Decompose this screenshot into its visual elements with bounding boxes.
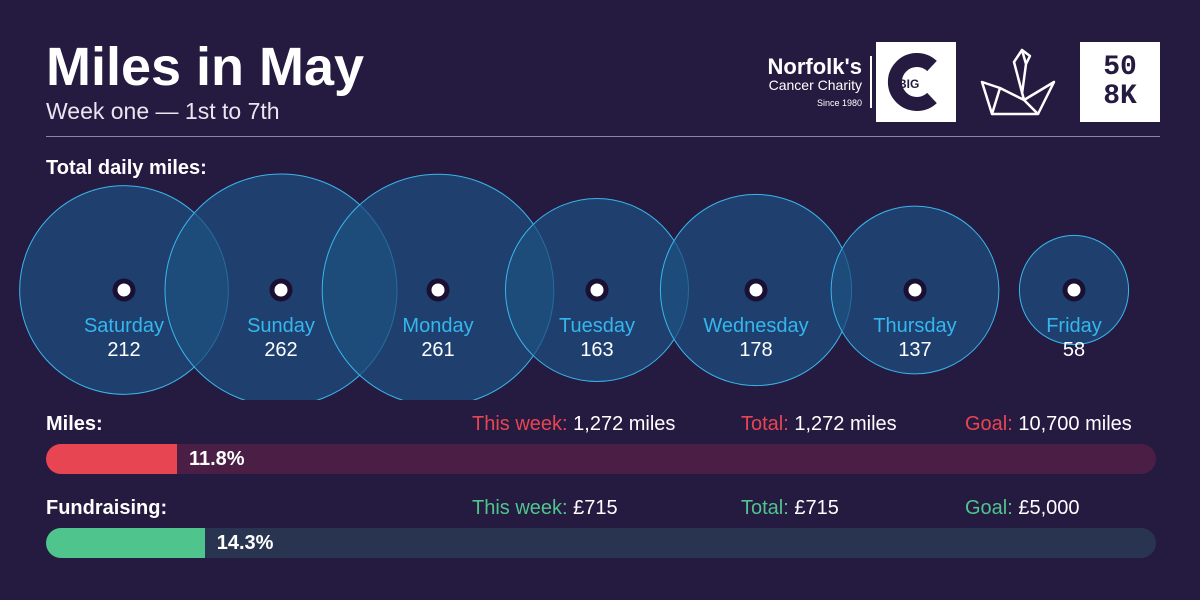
page-subtitle: Week one — 1st to 7th (46, 98, 280, 124)
day-value-wednesday: 178 (739, 339, 772, 361)
bubble-center-dot-monday (426, 278, 450, 302)
miles-this-week-label: This week: (472, 413, 568, 435)
origami-swan-icon (980, 48, 1056, 116)
day-label-thursday: Thursday (873, 315, 956, 337)
fundraising-goal-value: £5,000 (1018, 497, 1080, 519)
page-title: Miles in May (46, 37, 365, 97)
bubble-center-dot-friday (1062, 278, 1086, 302)
day-value-sunday: 262 (264, 339, 297, 361)
day-label-monday: Monday (402, 315, 473, 337)
fundraising-this-week: This week: £715 (472, 497, 618, 520)
miles-this-week: This week: 1,272 miles (472, 413, 675, 436)
miles-progress-fill (46, 444, 177, 474)
day-label-saturday: Saturday (84, 315, 164, 337)
miles-label: Miles: (46, 413, 103, 435)
bubble-center-dot-sunday (269, 278, 293, 302)
fundraising-goal-label: Goal: (965, 497, 1013, 519)
miles-total: Total: 1,272 miles (741, 413, 897, 436)
miles-percent: 11.8% (188, 448, 245, 470)
soak-logo-bottom: 8K (1103, 81, 1137, 112)
day-value-saturday: 212 (107, 339, 140, 361)
soak-logo: 50 8K (1080, 42, 1160, 122)
miles-total-value: 1,272 miles (794, 413, 897, 435)
charity-subtitle: Cancer Charity (768, 77, 862, 94)
day-value-thursday: 137 (898, 339, 931, 361)
fundraising-total-value: £715 (794, 497, 839, 519)
daily-miles-label: Total daily miles: (46, 157, 207, 179)
bubble-center-dot-tuesday (585, 278, 609, 302)
miles-goal: Goal: 10,700 miles (965, 413, 1132, 436)
bubble-center-dot-thursday (903, 278, 927, 302)
bubble-center-dot-wednesday (744, 278, 768, 302)
day-value-friday: 58 (1063, 339, 1085, 361)
fundraising-goal: Goal: £5,000 (965, 497, 1080, 520)
fundraising-total-label: Total: (741, 497, 789, 519)
charity-name: Norfolk's (767, 54, 862, 80)
miles-goal-value: 10,700 miles (1018, 413, 1132, 435)
bubble-center-dot-saturday (112, 278, 136, 302)
miles-this-week-value: 1,272 miles (573, 413, 676, 435)
big-c-logo-icon: BIG (876, 42, 956, 122)
day-value-monday: 261 (421, 339, 454, 361)
fundraising-this-week-value: £715 (573, 497, 618, 519)
fundraising-label: Fundraising: (46, 497, 168, 519)
day-label-friday: Friday (1046, 315, 1102, 337)
fundraising-progress-fill (46, 528, 205, 558)
miles-progress-bar (46, 444, 1156, 474)
fundraising-percent: 14.3% (216, 532, 274, 554)
header-divider (46, 136, 1160, 137)
fundraising-total: Total: £715 (741, 497, 839, 520)
day-value-tuesday: 163 (580, 339, 613, 361)
logo-group: Norfolk's Cancer Charity Since 1980 BIG … (768, 42, 1160, 122)
fundraising-this-week-label: This week: (472, 497, 568, 519)
soak-logo-top: 50 (1103, 51, 1137, 83)
fundraising-progress-bar (46, 528, 1156, 558)
miles-goal-label: Goal: (965, 413, 1013, 435)
big-c-logo-text: BIG (898, 77, 919, 91)
charity-logo: Norfolk's Cancer Charity Since 1980 BIG (768, 42, 956, 122)
day-label-wednesday: Wednesday (703, 315, 808, 337)
day-label-sunday: Sunday (247, 315, 315, 337)
miles-total-label: Total: (741, 413, 789, 435)
day-label-tuesday: Tuesday (559, 315, 635, 337)
charity-since: Since 1980 (816, 97, 862, 108)
